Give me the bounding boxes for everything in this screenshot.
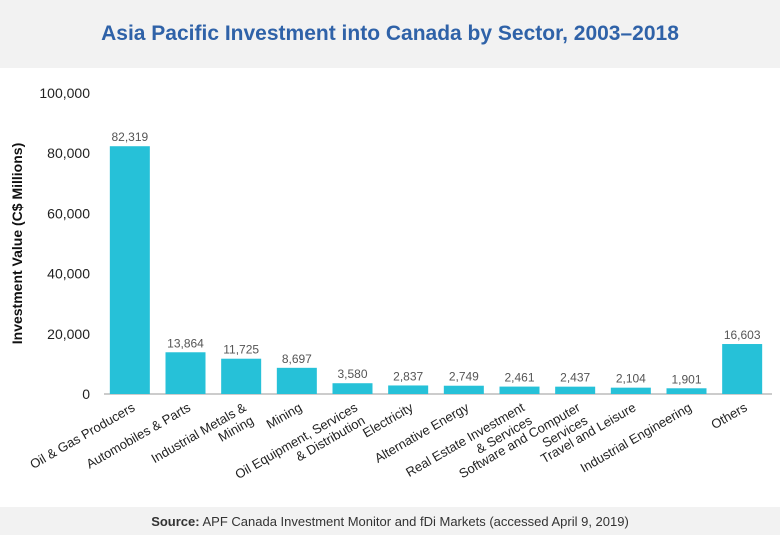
category-label-line: Automobiles & Parts xyxy=(83,399,193,471)
y-tick-label: 20,000 xyxy=(47,326,90,342)
bars: 82,319 13,864 11,725 8,697 3,580 2,837 2,749 2,… xyxy=(109,130,763,394)
category-label: Mining xyxy=(264,400,305,432)
category-label-line: Mining xyxy=(264,400,305,432)
bar-chart: 0 20,000 40,000 60,000 80,000 100,000 Investme… xyxy=(9,85,772,482)
title-band xyxy=(0,0,780,68)
bar xyxy=(722,344,763,394)
y-tick-label: 40,000 xyxy=(47,266,90,282)
data-label: 2,437 xyxy=(560,371,590,385)
data-label: 2,749 xyxy=(449,370,479,384)
y-tick-label: 80,000 xyxy=(47,145,90,161)
data-label: 11,725 xyxy=(223,343,259,357)
data-label: 2,104 xyxy=(616,372,646,386)
source-label: Source: xyxy=(151,514,200,529)
bar xyxy=(165,352,206,394)
source-note: Source: APF Canada Investment Monitor an… xyxy=(0,514,780,529)
bar xyxy=(388,385,429,394)
data-label: 8,697 xyxy=(282,352,312,366)
y-axis-title: Investment Value (C$ Millions) xyxy=(9,143,25,345)
bar xyxy=(499,386,540,394)
data-label: 1,901 xyxy=(671,372,701,386)
data-label: 82,319 xyxy=(111,130,148,144)
footer-band xyxy=(0,507,780,535)
y-tick-label: 100,000 xyxy=(39,85,90,101)
bar xyxy=(443,385,484,394)
data-label: 3,580 xyxy=(337,367,367,381)
data-label: 13,864 xyxy=(167,336,204,350)
category-label: Automobiles & Parts xyxy=(83,399,193,471)
category-label: Others xyxy=(708,399,750,432)
bar xyxy=(610,387,651,394)
source-text: APF Canada Investment Monitor and fDi Ma… xyxy=(199,514,629,529)
bar xyxy=(276,367,317,394)
data-label: 16,603 xyxy=(724,328,761,342)
category-label-line: Oil & Gas Producers xyxy=(27,399,138,471)
data-label: 2,461 xyxy=(504,371,534,385)
bar xyxy=(221,358,262,394)
bar xyxy=(109,146,150,394)
data-label: 2,837 xyxy=(393,369,423,383)
bar xyxy=(666,388,707,394)
chart-title: Asia Pacific Investment into Canada by S… xyxy=(101,22,679,45)
bar xyxy=(555,386,596,394)
axes: 0 20,000 40,000 60,000 80,000 100,000 Investme… xyxy=(9,85,772,402)
category-label: Oil & Gas Producers xyxy=(27,399,138,471)
y-tick-label: 60,000 xyxy=(47,205,90,221)
y-tick-label: 0 xyxy=(82,386,90,402)
bar xyxy=(332,383,373,394)
category-label-line: Others xyxy=(708,399,750,432)
